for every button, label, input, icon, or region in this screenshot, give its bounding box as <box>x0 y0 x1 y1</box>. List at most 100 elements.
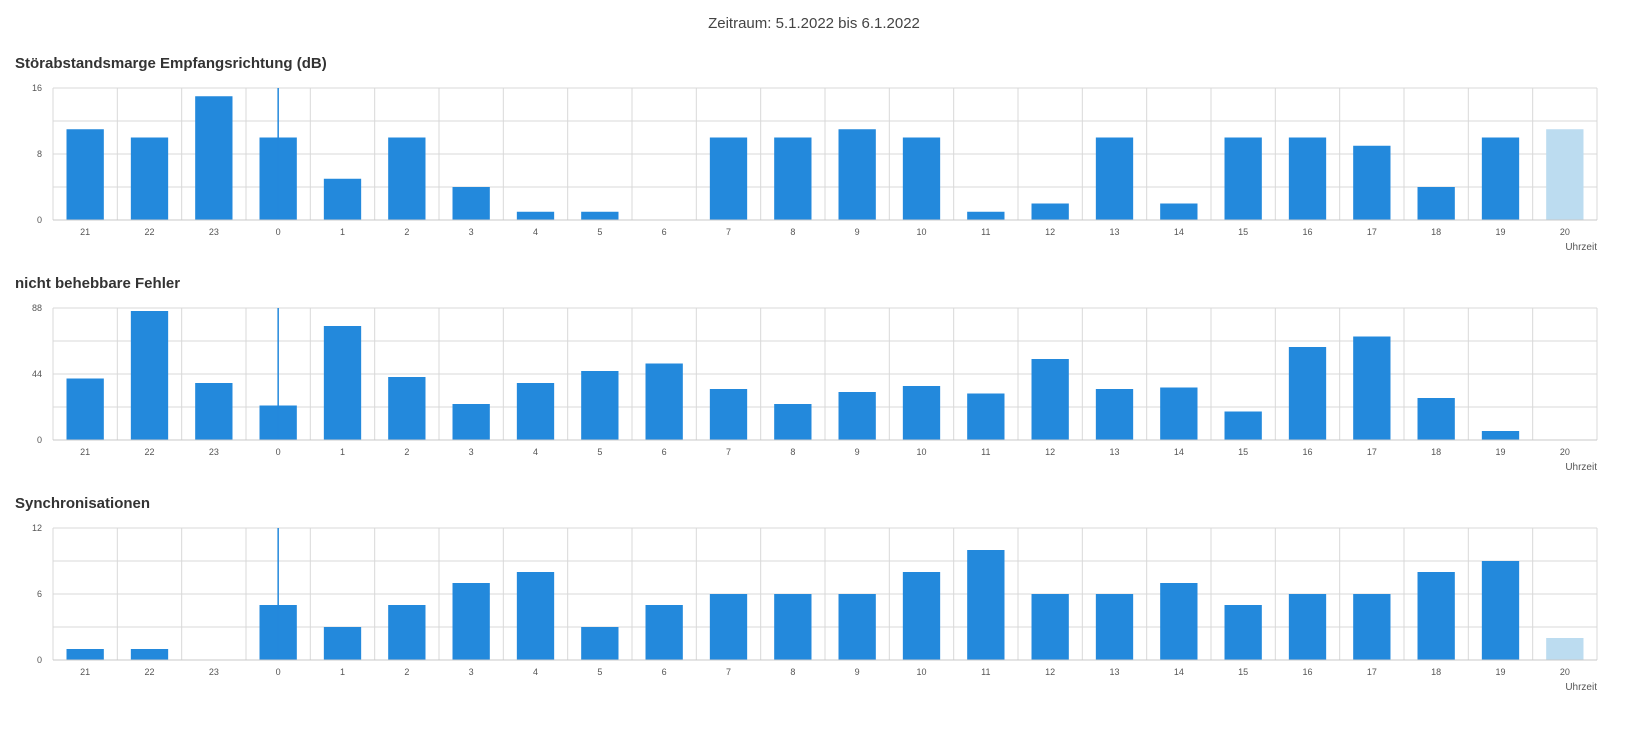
x-tick-label: 20 <box>1560 667 1570 677</box>
bar <box>1031 203 1069 220</box>
chart-panel-sync: Synchronisationen 0 6 12 21 22 23 0 1 2 3 4 5 6 7 8 9 10… <box>0 495 1628 700</box>
bar <box>1546 129 1584 220</box>
x-tick-label: 16 <box>1302 227 1312 237</box>
bar <box>452 187 490 220</box>
x-tick-label: 13 <box>1109 447 1119 457</box>
x-tick-label: 4 <box>533 667 538 677</box>
x-tick-label: 0 <box>276 667 281 677</box>
x-tick-label: 11 <box>981 667 990 677</box>
x-tick-label: 17 <box>1367 667 1377 677</box>
chart-title: Störabstandsmarge Empfangsrichtung (dB) <box>15 55 327 72</box>
x-axis-label: Uhrzeit <box>1565 242 1597 253</box>
bar <box>516 572 555 660</box>
bar <box>195 383 233 440</box>
bar <box>1095 594 1134 660</box>
x-tick-label: 21 <box>80 227 90 237</box>
bar <box>1160 203 1198 220</box>
x-tick-label: 12 <box>1045 667 1055 677</box>
bar <box>774 594 812 660</box>
x-tick-label: 9 <box>855 667 860 677</box>
y-tick-label: 88 <box>32 303 42 313</box>
bar <box>1353 145 1391 220</box>
x-tick-label: 21 <box>80 667 90 677</box>
x-tick-label: 1 <box>340 227 345 237</box>
bar <box>452 583 490 660</box>
bar <box>1224 137 1262 220</box>
bar <box>1224 605 1262 660</box>
x-tick-label: 2 <box>404 667 409 677</box>
x-tick-label: 5 <box>597 447 602 457</box>
x-axis-label: Uhrzeit <box>1565 682 1597 693</box>
chart-panel-snr: Störabstandsmarge Empfangsrichtung (dB) … <box>0 55 1628 260</box>
bar <box>1095 389 1134 440</box>
x-tick-label: 5 <box>597 667 602 677</box>
x-tick-label: 1 <box>340 447 345 457</box>
x-tick-label: 1 <box>340 667 345 677</box>
bar <box>130 311 169 440</box>
bar <box>66 649 104 660</box>
x-tick-label: 23 <box>209 227 219 237</box>
x-tick-label: 10 <box>916 667 926 677</box>
bar <box>709 594 748 660</box>
x-tick-label: 6 <box>662 447 667 457</box>
x-tick-label: 22 <box>144 447 154 457</box>
x-tick-label: 8 <box>790 447 795 457</box>
x-tick-label: 3 <box>469 447 474 457</box>
bar <box>323 326 362 440</box>
x-tick-label: 4 <box>533 227 538 237</box>
x-tick-label: 17 <box>1367 447 1377 457</box>
bar <box>902 137 941 220</box>
bar <box>66 129 104 220</box>
x-tick-label: 3 <box>469 667 474 677</box>
y-tick-label: 0 <box>37 655 42 665</box>
bar <box>709 389 748 440</box>
x-tick-label: 16 <box>1302 447 1312 457</box>
x-tick-label: 19 <box>1495 447 1505 457</box>
bar <box>838 129 876 220</box>
x-tick-label: 18 <box>1431 227 1441 237</box>
bar <box>452 404 490 440</box>
bar <box>1031 359 1069 440</box>
x-tick-label: 2 <box>404 447 409 457</box>
bar <box>581 371 619 440</box>
x-tick-label: 11 <box>981 447 990 457</box>
bar <box>1288 347 1327 440</box>
bar <box>1417 398 1455 440</box>
bar <box>66 378 104 440</box>
bar <box>645 363 683 440</box>
page-title: Zeitraum: 5.1.2022 bis 6.1.2022 <box>708 15 920 32</box>
x-tick-label: 23 <box>209 447 219 457</box>
x-tick-label: 3 <box>469 227 474 237</box>
x-tick-label: 18 <box>1431 667 1441 677</box>
bar <box>838 594 876 660</box>
x-tick-label: 6 <box>662 667 667 677</box>
x-tick-label: 14 <box>1174 667 1184 677</box>
x-tick-label: 13 <box>1109 667 1119 677</box>
bar <box>967 393 1005 440</box>
x-tick-label: 14 <box>1174 227 1184 237</box>
bar <box>774 404 812 440</box>
bar <box>130 649 169 660</box>
x-tick-label: 4 <box>533 447 538 457</box>
chart-title: nicht behebbare Fehler <box>15 275 181 292</box>
x-tick-label: 12 <box>1045 227 1055 237</box>
chart-title: Synchronisationen <box>15 495 151 512</box>
bar <box>1031 594 1069 660</box>
bar <box>1160 583 1198 660</box>
bar <box>645 605 683 660</box>
bar <box>709 137 748 220</box>
bar <box>1481 561 1520 660</box>
bar <box>1417 187 1455 220</box>
bar <box>1481 431 1520 440</box>
bar <box>195 96 233 220</box>
x-tick-label: 0 <box>276 447 281 457</box>
x-tick-label: 5 <box>597 227 602 237</box>
x-tick-label: 19 <box>1495 227 1505 237</box>
y-tick-label: 16 <box>32 83 42 93</box>
x-tick-label: 17 <box>1367 227 1377 237</box>
x-tick-label: 8 <box>790 227 795 237</box>
y-tick-label: 8 <box>37 149 42 159</box>
x-tick-label: 20 <box>1560 227 1570 237</box>
bar <box>581 211 619 220</box>
